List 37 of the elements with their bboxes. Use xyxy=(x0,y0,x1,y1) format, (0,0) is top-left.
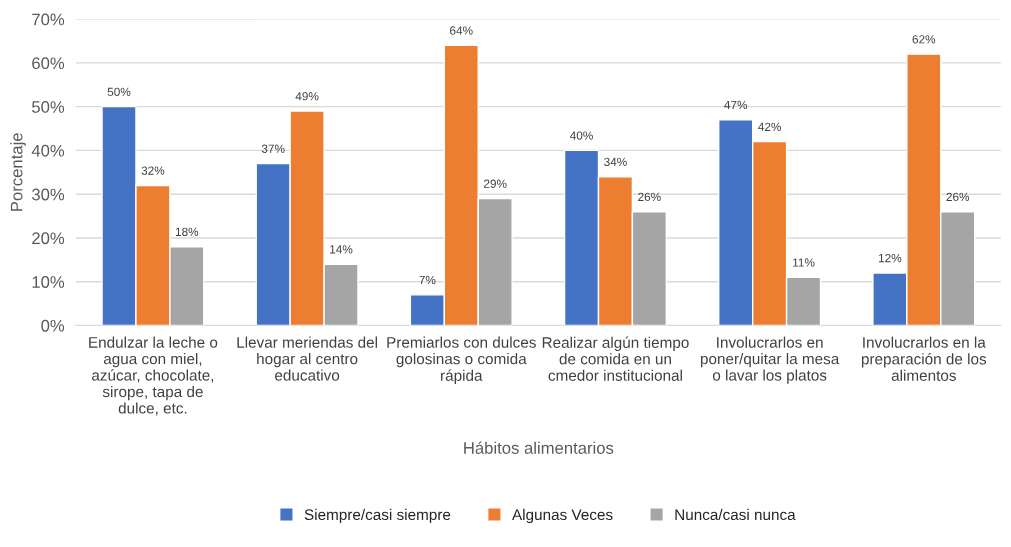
data-label: 37% xyxy=(261,144,285,153)
data-label: 42% xyxy=(758,122,782,131)
x-tick-label: Realizar algún tiempo de comida en un cmedor institucional xyxy=(542,336,689,381)
data-label: 47% xyxy=(724,100,748,110)
y-tick-label: 40% xyxy=(31,144,65,157)
x-tick-label: Involucrarlos en la preparación de los alimentos xyxy=(861,336,987,381)
data-label: 62% xyxy=(912,35,936,44)
y-tick-label: 20% xyxy=(32,232,65,245)
y-tick-label: 0% xyxy=(41,319,65,332)
data-label: 34% xyxy=(604,157,627,167)
x-tick-label: Endulzar la leche o agua con miel, azúcar, chocolate, sirope, tapa de dulce, etc. xyxy=(89,336,218,416)
data-label: 7% xyxy=(419,275,436,285)
data-label: 18% xyxy=(175,227,199,237)
x-tick-label: Llevar meriendas del hogar al centro educativo xyxy=(237,336,377,381)
data-label: 32% xyxy=(141,166,165,175)
data-label: 40% xyxy=(569,131,593,140)
y-tick-label: 70% xyxy=(32,13,65,26)
data-label: 26% xyxy=(946,192,970,202)
y-tick-label: 50% xyxy=(32,101,65,113)
legend-label: Nunca/casi nunca xyxy=(675,508,796,521)
data-label: 11% xyxy=(793,258,815,267)
data-label: 29% xyxy=(483,179,507,188)
x-tick-label: Involucrarlos en poner/quitar la mesa o lavar los platos xyxy=(700,336,840,384)
legend-label: Algunas Veces xyxy=(512,508,613,524)
y-tick-label: 30% xyxy=(31,188,65,201)
data-label: 14% xyxy=(330,245,353,254)
data-label: 26% xyxy=(638,192,661,202)
y-tick-label: 10% xyxy=(32,276,65,288)
data-label: 12% xyxy=(878,253,902,263)
y-axis-title: Porcentaje xyxy=(10,133,26,211)
legend-label: Siempre/casi siempre xyxy=(304,508,451,524)
x-axis-title: Hábitos alimentarios xyxy=(464,441,614,454)
data-label: 49% xyxy=(295,92,319,101)
data-label: 50% xyxy=(107,87,131,96)
data-label: 64% xyxy=(450,26,473,35)
x-tick-label: Premiarlos con dulces golosinas o comida rápida xyxy=(387,336,536,384)
y-tick-label: 60% xyxy=(32,57,65,70)
